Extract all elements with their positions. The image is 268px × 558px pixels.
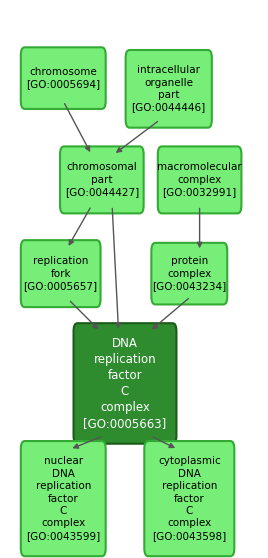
FancyBboxPatch shape <box>21 47 106 109</box>
Text: intracellular
organelle
part
[GO:0044446]: intracellular organelle part [GO:0044446… <box>132 65 206 112</box>
FancyBboxPatch shape <box>21 441 106 556</box>
Text: chromosomal
part
[GO:0044427]: chromosomal part [GO:0044427] <box>65 162 139 198</box>
FancyBboxPatch shape <box>144 441 234 556</box>
FancyBboxPatch shape <box>21 240 100 307</box>
Text: protein
complex
[GO:0043234]: protein complex [GO:0043234] <box>152 256 226 291</box>
Text: macromolecular
complex
[GO:0032991]: macromolecular complex [GO:0032991] <box>157 162 242 198</box>
FancyBboxPatch shape <box>126 50 212 128</box>
Text: replication
fork
[GO:0005657]: replication fork [GO:0005657] <box>24 256 98 291</box>
FancyBboxPatch shape <box>60 146 144 213</box>
Text: cytoplasmic
DNA
replication
factor
C
complex
[GO:0043598]: cytoplasmic DNA replication factor C com… <box>152 456 226 541</box>
FancyBboxPatch shape <box>158 146 241 213</box>
FancyBboxPatch shape <box>151 243 227 305</box>
Text: DNA
replication
factor
C
complex
[GO:0005663]: DNA replication factor C complex [GO:000… <box>83 337 167 430</box>
FancyBboxPatch shape <box>73 323 176 444</box>
Text: nuclear
DNA
replication
factor
C
complex
[GO:0043599]: nuclear DNA replication factor C complex… <box>26 456 100 541</box>
Text: chromosome
[GO:0005694]: chromosome [GO:0005694] <box>26 67 100 89</box>
